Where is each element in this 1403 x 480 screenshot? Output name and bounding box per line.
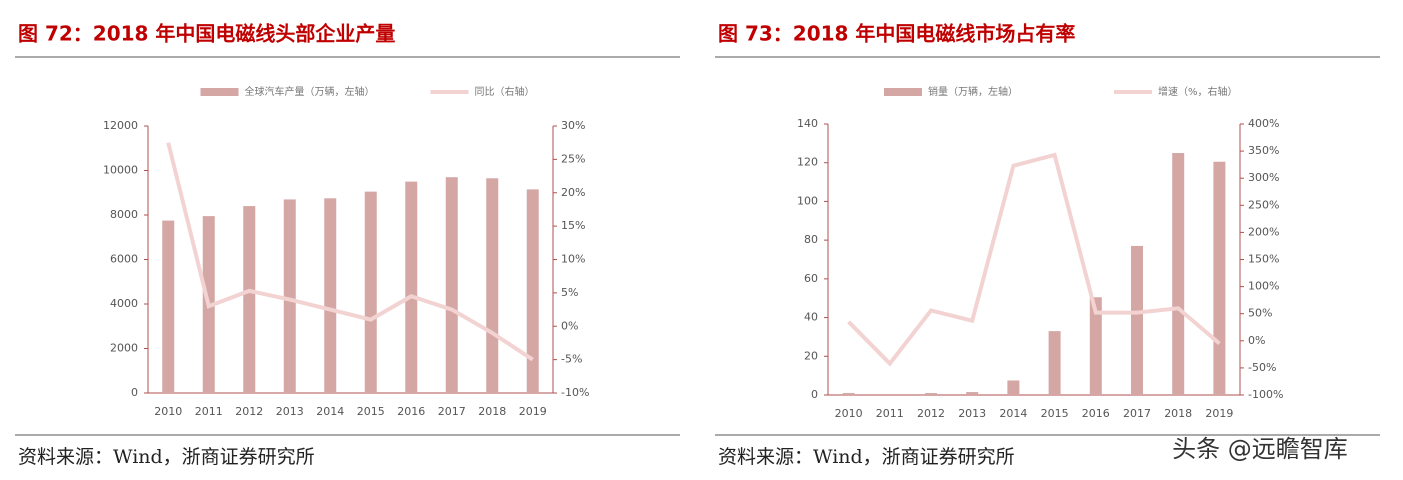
- bar: [162, 220, 175, 393]
- bar: [1172, 153, 1185, 395]
- x-tick-label: 2010: [835, 407, 863, 420]
- chart-title: 图 72：2018 年中国电磁线头部企业产量: [18, 22, 395, 46]
- y2-tick-label: 400%: [1248, 117, 1279, 130]
- y2-tick-label: 300%: [1248, 171, 1279, 184]
- bar: [925, 393, 937, 395]
- bar: [405, 181, 418, 393]
- legend-label: 增速（%，右轴）: [1158, 85, 1238, 98]
- bar: [364, 191, 377, 393]
- bar: [1131, 245, 1143, 395]
- x-tick-label: 2018: [1164, 407, 1192, 420]
- bar: [1048, 331, 1061, 395]
- x-tick-label: 2011: [195, 405, 223, 418]
- y-tick-label: 100: [797, 194, 818, 207]
- bar: [445, 177, 458, 393]
- watermark: 头条 @远瞻智库: [1172, 435, 1348, 463]
- y2-tick-label: -10%: [561, 386, 589, 399]
- bar: [486, 178, 499, 393]
- y-tick-label: 60: [804, 272, 818, 285]
- y2-tick-label: -100%: [1248, 388, 1283, 401]
- x-tick-label: 2019: [1205, 407, 1233, 420]
- y2-tick-label: 25%: [561, 152, 585, 165]
- y-tick-label: 8000: [110, 208, 138, 221]
- legend-label: 同比（右轴）: [475, 85, 535, 98]
- source: 资料来源：Wind，浙商证券研究所: [718, 446, 1015, 468]
- x-tick-label: 2013: [276, 405, 304, 418]
- x-tick-label: 2010: [154, 405, 182, 418]
- y2-tick-label: 5%: [561, 286, 578, 299]
- bar: [883, 394, 896, 395]
- y2-tick-label: 50%: [1248, 307, 1272, 320]
- legend-label: 销量（万辆，左轴）: [928, 85, 1018, 98]
- y2-tick-label: 250%: [1248, 198, 1279, 211]
- y-tick-label: 4000: [110, 297, 138, 310]
- x-tick-label: 2014: [999, 407, 1027, 420]
- y-tick-label: 0: [811, 388, 818, 401]
- y-tick-label: 140: [797, 117, 818, 130]
- y-tick-label: 2000: [110, 342, 138, 355]
- bar: [966, 392, 979, 395]
- x-tick-label: 2019: [519, 405, 547, 418]
- x-tick-label: 2017: [438, 405, 466, 418]
- x-tick-label: 2012: [235, 405, 263, 418]
- legend-swatch: [200, 88, 239, 96]
- line: [847, 152, 1221, 367]
- line: [166, 142, 534, 362]
- y-tick-label: 10000: [103, 164, 138, 177]
- x-tick-label: 2017: [1123, 407, 1151, 420]
- bar: [842, 393, 855, 395]
- x-tick-label: 2018: [478, 405, 506, 418]
- y2-tick-label: 0%: [1248, 334, 1265, 347]
- y-tick-label: 120: [797, 156, 818, 169]
- y-tick-label: 80: [804, 233, 818, 246]
- y2-tick-label: 15%: [561, 219, 585, 232]
- bar: [526, 189, 539, 393]
- y2-tick-label: 350%: [1248, 144, 1279, 157]
- y2-tick-label: -5%: [561, 353, 582, 366]
- x-tick-label: 2013: [958, 407, 986, 420]
- source: 资料来源：Wind，浙商证券研究所: [18, 446, 315, 468]
- chart-title: 图 73：2018 年中国电磁线市场占有率: [718, 22, 1075, 46]
- bar: [1089, 297, 1102, 395]
- x-tick-label: 2016: [397, 405, 425, 418]
- y2-tick-label: 150%: [1248, 253, 1279, 266]
- x-tick-label: 2016: [1082, 407, 1110, 420]
- y2-tick-label: 100%: [1248, 280, 1279, 293]
- bar: [1007, 380, 1020, 395]
- y-tick-label: 6000: [110, 253, 138, 266]
- y-tick-label: 20: [804, 349, 818, 362]
- bar: [1213, 161, 1226, 395]
- y2-tick-label: -50%: [1248, 361, 1276, 374]
- y2-tick-label: 30%: [561, 119, 585, 132]
- y-tick-label: 0: [131, 386, 138, 399]
- y2-tick-label: 10%: [561, 253, 585, 266]
- y-tick-label: 40: [804, 311, 818, 324]
- y2-tick-label: 20%: [561, 186, 585, 199]
- bar: [243, 206, 256, 393]
- x-tick-label: 2012: [917, 407, 945, 420]
- x-tick-label: 2015: [357, 405, 385, 418]
- bar: [283, 199, 296, 393]
- x-tick-label: 2014: [316, 405, 344, 418]
- y2-tick-label: 0%: [561, 319, 578, 332]
- y-tick-label: 12000: [103, 119, 138, 132]
- legend-label: 全球汽车产量（万辆，左轴）: [245, 85, 375, 98]
- legend-swatch: [884, 88, 922, 96]
- x-tick-label: 2015: [1041, 407, 1069, 420]
- y2-tick-label: 200%: [1248, 225, 1279, 238]
- x-tick-label: 2011: [876, 407, 904, 420]
- bar: [324, 198, 337, 393]
